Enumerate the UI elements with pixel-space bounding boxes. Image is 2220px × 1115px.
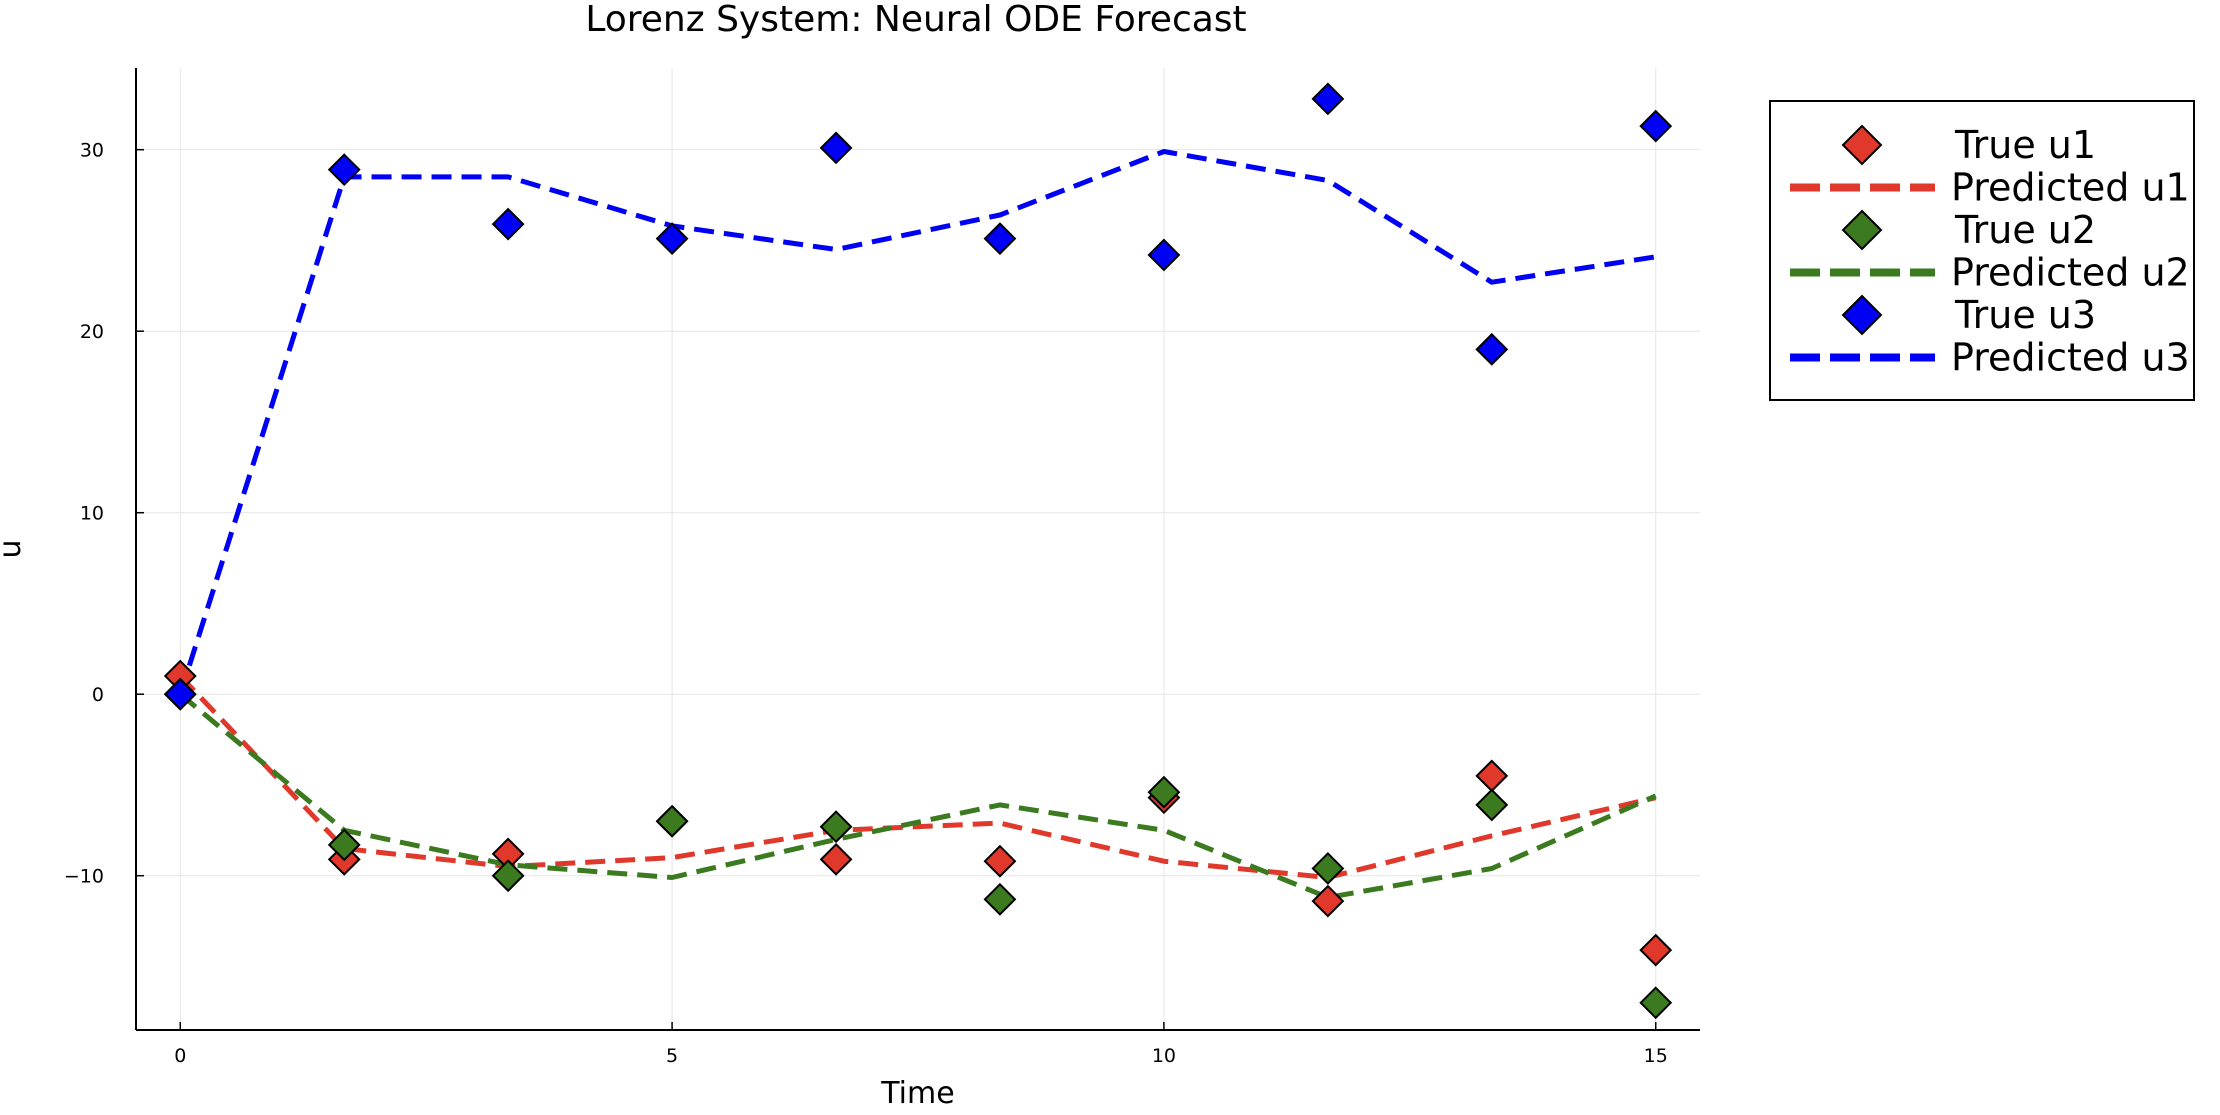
data-point <box>1147 775 1181 809</box>
series-line <box>178 674 1657 880</box>
data-point <box>491 207 525 241</box>
data-point <box>1475 759 1509 793</box>
x-tick-label: 5 <box>666 1045 678 1067</box>
data-point <box>983 882 1017 916</box>
x-tick-label: 15 <box>1644 1045 1668 1067</box>
x-tick-label: 0 <box>174 1045 186 1067</box>
legend-label: True u3 <box>1954 293 2096 337</box>
data-point <box>1311 852 1345 885</box>
data-point <box>163 677 197 711</box>
data-point <box>819 842 853 876</box>
legend-marker <box>1841 209 1883 251</box>
series-line <box>177 149 1657 695</box>
data-point <box>1475 788 1509 822</box>
legend-label: Predicted u3 <box>1951 336 2190 380</box>
legend-marker <box>1841 124 1883 166</box>
y-tick-label: −10 <box>64 866 104 888</box>
legend-marker <box>1841 294 1883 336</box>
data-point <box>1311 82 1345 116</box>
data-point <box>819 810 853 844</box>
grid <box>136 68 1700 1030</box>
data-point <box>1475 332 1509 366</box>
ticks: 0 5 10 15 −10 0 10 20 30 <box>64 140 1668 1067</box>
y-tick-label: 0 <box>92 684 104 706</box>
series-layer <box>163 82 1673 1020</box>
data-point <box>327 828 361 862</box>
y-tick-label: 30 <box>80 140 104 162</box>
data-point <box>1639 933 1673 967</box>
data-point <box>1639 109 1673 143</box>
legend-label: Predicted u1 <box>1951 166 2190 210</box>
data-point <box>1147 238 1181 272</box>
legend-label: True u1 <box>1954 123 2096 167</box>
x-axis-title: Time <box>880 1076 954 1110</box>
data-point <box>655 804 689 838</box>
y-tick-label: 20 <box>80 321 104 343</box>
legend-box <box>1769 100 2195 401</box>
legend-label: True u2 <box>1954 208 2096 252</box>
legend-label: Predicted u2 <box>1951 251 2190 295</box>
y-axis-title: u <box>0 539 28 558</box>
data-point <box>983 844 1017 878</box>
data-point <box>491 859 525 893</box>
data-point <box>655 222 689 256</box>
x-tick-label: 10 <box>1152 1045 1176 1067</box>
axes <box>135 68 1700 1031</box>
series-line <box>178 692 1657 900</box>
data-point <box>819 131 853 165</box>
data-point <box>983 222 1017 256</box>
data-point <box>327 153 361 187</box>
data-point <box>1639 986 1673 1020</box>
chart-title: Lorenz System: Neural ODE Forecast <box>585 0 1246 40</box>
data-point <box>1311 884 1345 918</box>
y-tick-label: 10 <box>80 503 104 525</box>
